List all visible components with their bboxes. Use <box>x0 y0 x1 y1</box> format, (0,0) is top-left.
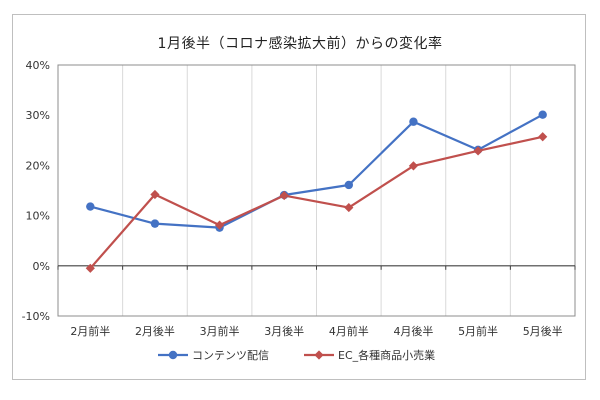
series-lines <box>85 110 548 273</box>
data-point <box>214 220 225 230</box>
data-point <box>538 132 548 142</box>
x-tick-label: 4月前半 <box>329 324 369 338</box>
series-line <box>90 113 544 229</box>
y-tick-label: 0% <box>33 260 50 273</box>
series-line <box>89 135 543 270</box>
legend-item: コンテンツ配信 <box>158 349 269 362</box>
x-tick-label: 2月前半 <box>70 324 110 338</box>
y-tick-label: 10% <box>26 210 50 223</box>
legend-marker <box>168 350 178 360</box>
y-tick-label: -10% <box>22 310 50 323</box>
data-point <box>408 161 419 171</box>
axes <box>57 64 576 317</box>
data-point <box>344 202 354 213</box>
plot-area-border <box>57 64 576 317</box>
y-tick-label: 30% <box>26 109 50 122</box>
chart-frame <box>12 14 586 380</box>
data-point <box>538 110 547 119</box>
data-point <box>85 263 95 273</box>
x-tick-label: 3月前半 <box>200 324 240 338</box>
y-axis-ticks: -10% 0% 10% 20% 30% 40% <box>22 59 50 323</box>
data-point <box>473 146 483 156</box>
data-point <box>344 180 354 190</box>
x-tick-label: 4月後半 <box>393 324 433 338</box>
legend: コンテンツ配信 EC_各種商品小売業 <box>158 348 435 362</box>
chart-title: 1月後半（コロナ感染拡大前）からの変化率 <box>157 36 443 52</box>
legend-label: EC_各種商品小売業 <box>338 348 435 362</box>
legend-item: EC_各種商品小売業 <box>304 348 435 362</box>
x-tick-label: 2月後半 <box>135 324 175 338</box>
x-tick-label: 3月後半 <box>264 324 304 338</box>
legend-marker <box>314 350 324 360</box>
data-point <box>279 190 289 201</box>
x-tick-label: 5月後半 <box>523 324 563 338</box>
data-point <box>409 117 418 126</box>
legend-label: コンテンツ配信 <box>192 349 269 362</box>
y-tick-label: 40% <box>26 59 50 72</box>
x-axis-ticks: 2月前半 2月後半 3月前半 3月後半 4月前半 4月後半 5月前半 5月後半 <box>70 324 562 338</box>
y-tick-label: 20% <box>26 159 50 172</box>
data-point <box>150 189 160 200</box>
data-point <box>150 219 160 228</box>
data-point <box>86 202 95 211</box>
series-2 <box>85 132 548 273</box>
x-tick-label: 5月前半 <box>458 324 498 338</box>
grid-lines <box>122 65 511 316</box>
